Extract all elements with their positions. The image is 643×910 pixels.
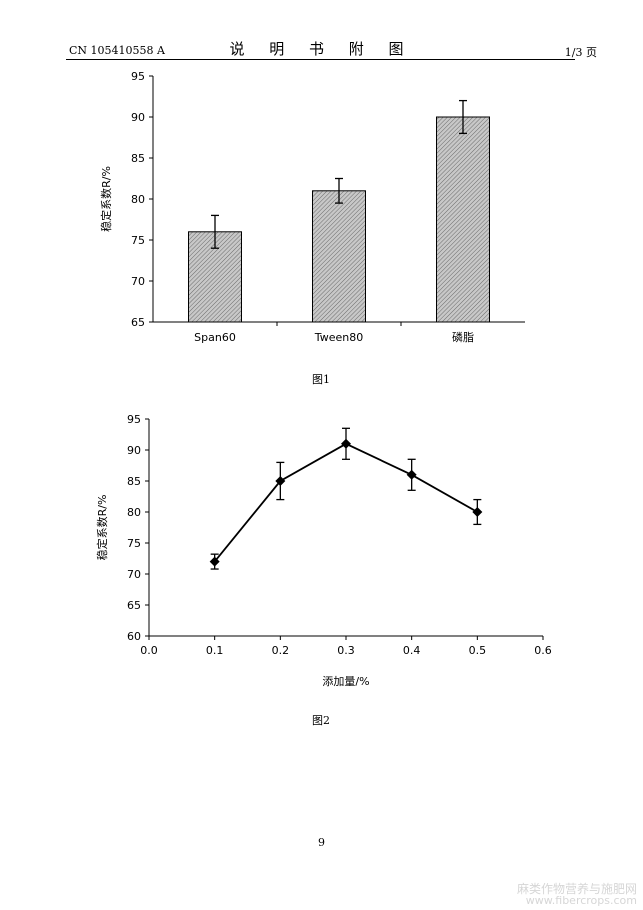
figure-2-caption: 图2 — [312, 714, 330, 727]
y-tick-label: 80 — [131, 193, 145, 206]
x-tick-label: 0.1 — [206, 644, 224, 657]
y-tick-label: 65 — [131, 316, 145, 329]
y-tick-label: 60 — [127, 630, 141, 643]
page-indicator: 1/3 页 — [564, 46, 597, 59]
y-tick-label: 80 — [127, 506, 141, 519]
x-tick-label: 0.6 — [534, 644, 552, 657]
y-tick-label: 95 — [131, 70, 145, 83]
y-tick-label: 90 — [131, 111, 145, 124]
series-line — [213, 442, 478, 563]
chart-1: 65 70 75 80 85 90 95 Span60 Tween80 磷脂 稳定系数R/% — [99, 70, 525, 344]
data-point-marker — [406, 469, 417, 480]
x-category-label: Span60 — [194, 331, 236, 344]
y-axis-label: 稳定系数R/% — [95, 495, 109, 561]
bar — [312, 190, 366, 323]
x-tick-label: 0.4 — [403, 644, 421, 657]
page-title: 说 明 书 附 图 — [229, 40, 414, 58]
y-tick-label: 85 — [131, 152, 145, 165]
x-tick-label: 0.2 — [272, 644, 290, 657]
y-tick-label: 65 — [127, 599, 141, 612]
watermark-url: www.fibercrops.com — [525, 894, 637, 907]
figure-1-caption: 图1 — [312, 373, 330, 386]
y-tick-label: 90 — [127, 444, 141, 457]
y-tick-label: 70 — [127, 568, 141, 581]
chart-2: 60 65 70 75 80 85 90 95 0.0 0.1 0.2 0.3 0.4 0.5 0.6 添加量… — [95, 413, 552, 688]
y-tick-label: 70 — [131, 275, 145, 288]
y-tick-label: 95 — [127, 413, 141, 426]
data-point-marker — [209, 556, 220, 567]
x-axis-label: 添加量/% — [322, 674, 369, 688]
watermark-text: 麻类作物营养与施肥网 — [516, 882, 637, 896]
header-rule — [66, 59, 575, 60]
y-tick-label: 75 — [127, 537, 141, 550]
page-number: 9 — [318, 836, 325, 849]
y-axis-label: 稳定系数R/% — [99, 166, 113, 232]
data-point-marker — [472, 507, 483, 517]
data-point-marker — [341, 438, 351, 449]
x-category-label: 磷脂 — [452, 330, 474, 344]
data-point-marker — [275, 476, 286, 486]
y-tick-label: 75 — [131, 234, 145, 247]
x-tick-label: 0.5 — [469, 644, 487, 657]
x-tick-label: 0.3 — [337, 644, 355, 657]
x-category-label: Tween80 — [314, 331, 363, 344]
x-tick-label: 0.0 — [140, 644, 158, 657]
bar — [436, 116, 490, 323]
y-tick-label: 85 — [127, 475, 141, 488]
patent-number: CN 105410558 A — [69, 44, 165, 57]
